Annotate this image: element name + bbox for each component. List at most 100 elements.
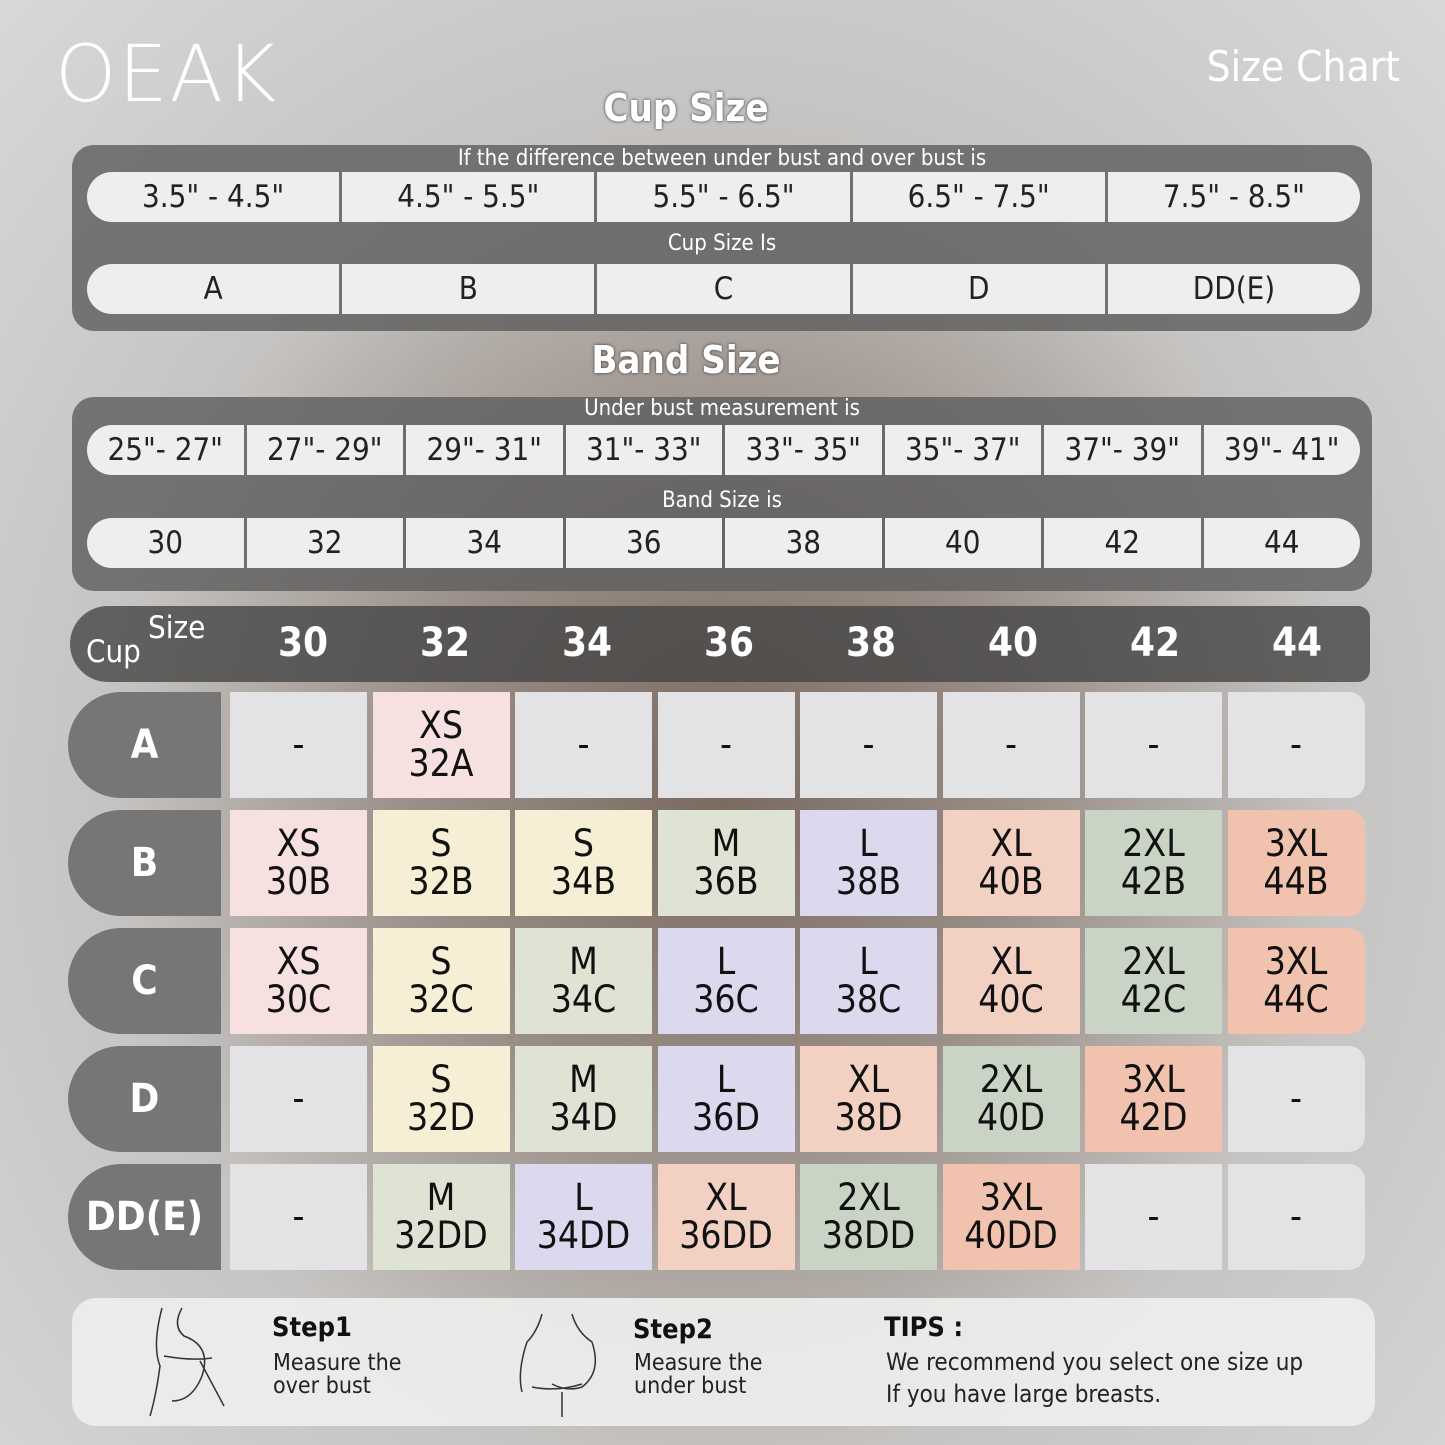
size-label: - bbox=[292, 1077, 305, 1120]
cup-range: 4.5" - 5.5" bbox=[342, 172, 595, 222]
tips-text: We recommend you select one size up bbox=[886, 1348, 1304, 1376]
size-label: - bbox=[1289, 1077, 1302, 1120]
size-cell: S 32B bbox=[372, 810, 510, 916]
size-label: - bbox=[1004, 723, 1017, 766]
band-column-header: 40 bbox=[987, 620, 1039, 666]
size-label: XS bbox=[276, 940, 321, 983]
size-cell: 2XL 38DD bbox=[800, 1164, 937, 1270]
size-label: 3XL bbox=[1264, 822, 1328, 865]
cup-caption: If the difference between under bust and… bbox=[457, 146, 987, 171]
band-column-header: 42 bbox=[1129, 620, 1181, 666]
band-number: 44 bbox=[1203, 518, 1360, 568]
cup-row-label: B bbox=[68, 810, 221, 916]
size-cell: - bbox=[800, 692, 937, 798]
size-cell: S 32C bbox=[372, 928, 510, 1034]
size-cell: - bbox=[657, 692, 795, 798]
size-cell: 3XL 44C bbox=[1227, 928, 1365, 1034]
band-number: 36 bbox=[565, 518, 722, 568]
size-label: M bbox=[569, 940, 598, 983]
size-label: S bbox=[430, 940, 452, 983]
cup-row-label: DD(E) bbox=[68, 1164, 221, 1270]
size-cell: S 32D bbox=[372, 1046, 510, 1152]
bra-size-code: 32D bbox=[407, 1096, 475, 1139]
band-range: 37"- 39" bbox=[1044, 425, 1201, 475]
bra-size-code: 40DD bbox=[964, 1214, 1058, 1257]
size-cell: M 36B bbox=[657, 810, 795, 916]
tips-title: TIPS : bbox=[884, 1312, 964, 1343]
bra-size-code: 36C bbox=[693, 978, 759, 1021]
tips-text: If you have large breasts. bbox=[886, 1380, 1162, 1408]
size-cell: - bbox=[515, 692, 652, 798]
size-cell: L 38B bbox=[800, 810, 937, 916]
size-label: XL bbox=[990, 940, 1032, 983]
band-column-header: 44 bbox=[1271, 620, 1323, 666]
band-number: 30 bbox=[87, 518, 244, 568]
size-cell: L 38C bbox=[800, 928, 937, 1034]
size-label: 3XL bbox=[979, 1176, 1043, 1219]
size-label: M bbox=[711, 822, 741, 865]
size-label: - bbox=[1289, 1195, 1302, 1238]
size-cell: M 34C bbox=[515, 928, 652, 1034]
size-label: - bbox=[1147, 1195, 1160, 1238]
over-bust-measure-illustration-icon bbox=[149, 1307, 225, 1417]
bra-size-code: 36D bbox=[692, 1096, 760, 1139]
cup-letter-row: A B C D DD(E) bbox=[87, 264, 1360, 314]
size-label: S bbox=[572, 822, 595, 865]
size-label: 2XL bbox=[979, 1058, 1043, 1101]
size-cell: XL 40B bbox=[942, 810, 1080, 916]
bra-size-code: 30B bbox=[265, 860, 332, 903]
band-column-header: 38 bbox=[845, 620, 897, 666]
size-cell: L 36D bbox=[657, 1046, 795, 1152]
bra-size-code: 42C bbox=[1120, 978, 1187, 1021]
band-range: 31"- 33" bbox=[565, 425, 722, 475]
size-label: L bbox=[859, 822, 878, 865]
bra-size-code: 36DD bbox=[679, 1214, 773, 1257]
size-label: XS bbox=[276, 822, 321, 865]
bra-size-code: 36B bbox=[693, 860, 759, 903]
bra-size-code: 32A bbox=[408, 742, 474, 785]
size-label: M bbox=[569, 1058, 598, 1101]
band-number-row: 30 32 34 36 38 40 42 44 bbox=[87, 518, 1360, 568]
bra-size-code: 38DD bbox=[821, 1214, 916, 1257]
size-label: - bbox=[292, 723, 305, 766]
bra-size-code: 38C bbox=[835, 978, 902, 1021]
size-label: - bbox=[1289, 723, 1302, 766]
size-label: L bbox=[716, 940, 736, 983]
band-column-header: 30 bbox=[277, 620, 329, 666]
cup-range: 3.5" - 4.5" bbox=[87, 172, 340, 222]
size-label: S bbox=[430, 1058, 452, 1101]
page-title: Size Chart bbox=[1206, 42, 1400, 91]
band-range: 35"- 37" bbox=[884, 425, 1041, 475]
size-cell: 3XL 44B bbox=[1227, 810, 1365, 916]
size-cell: XL 40C bbox=[942, 928, 1080, 1034]
size-cell: - bbox=[230, 1164, 367, 1270]
bra-size-code: 34B bbox=[550, 860, 617, 903]
corner-size-label: Size bbox=[148, 610, 206, 646]
band-number: 32 bbox=[246, 518, 403, 568]
size-cell: L 36C bbox=[657, 928, 795, 1034]
cup-range-row: 3.5" - 4.5" 4.5" - 5.5" 5.5" - 6.5" 6.5" - … bbox=[87, 172, 1360, 222]
band-number: 42 bbox=[1044, 518, 1201, 568]
bra-size-code: 32B bbox=[408, 860, 474, 903]
band-column-header: 32 bbox=[419, 620, 471, 666]
size-cell: XS 30C bbox=[230, 928, 367, 1034]
band-column-header: 36 bbox=[703, 620, 755, 666]
cup-is-caption: Cup Size Is bbox=[667, 231, 777, 256]
band-is-caption: Band Size is bbox=[662, 488, 782, 513]
bra-size-code: 34DD bbox=[536, 1214, 631, 1257]
cup-row-label: C bbox=[68, 928, 221, 1034]
size-cell: 3XL 42D bbox=[1085, 1046, 1222, 1152]
cup-row-label: A bbox=[68, 692, 221, 798]
cup-range: 6.5" - 7.5" bbox=[852, 172, 1105, 222]
corner-cup-label: Cup bbox=[86, 634, 141, 670]
band-number: 38 bbox=[725, 518, 882, 568]
size-cell: - bbox=[1227, 692, 1365, 798]
bra-size-code: 44C bbox=[1263, 978, 1329, 1021]
step2-desc: under bust bbox=[634, 1373, 747, 1399]
bra-size-code: 40C bbox=[978, 978, 1044, 1021]
size-label: - bbox=[719, 723, 732, 766]
cup-letter: D bbox=[852, 264, 1105, 314]
bra-size-code: 32DD bbox=[394, 1214, 488, 1257]
size-cell: XS 32A bbox=[372, 692, 510, 798]
size-cell: XL 38D bbox=[800, 1046, 937, 1152]
